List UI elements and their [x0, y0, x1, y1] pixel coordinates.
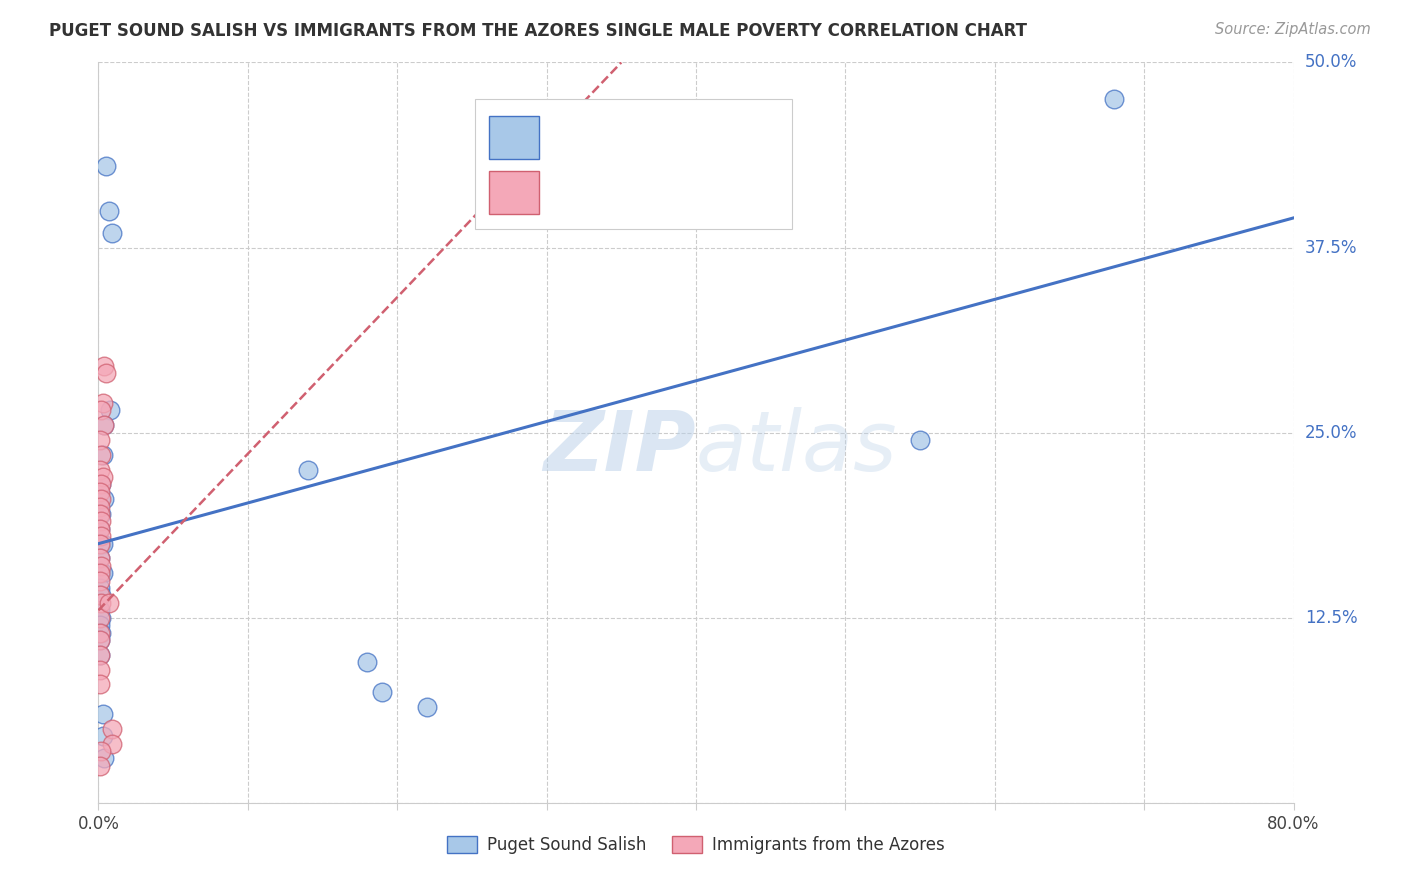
- Point: [89, 566, 111, 581]
- Text: 12.5%: 12.5%: [1305, 608, 1357, 627]
- Text: 50.0%: 50.0%: [1305, 54, 1357, 71]
- Point: [91, 706, 114, 721]
- Point: [89, 574, 111, 588]
- Point: [89, 618, 111, 632]
- Point: [90, 589, 112, 603]
- Point: [90, 403, 112, 417]
- Text: PUGET SOUND SALISH VS IMMIGRANTS FROM THE AZORES SINGLE MALE POVERTY CORRELATION: PUGET SOUND SALISH VS IMMIGRANTS FROM TH…: [49, 22, 1028, 40]
- Point: [90, 610, 112, 624]
- Point: [89, 551, 111, 566]
- Point: [93, 418, 115, 433]
- Point: [89, 625, 111, 640]
- Point: [90, 625, 112, 640]
- Point: [90, 529, 112, 543]
- Text: 25.0%: 25.0%: [1305, 424, 1357, 442]
- Point: [356, 655, 378, 669]
- Point: [93, 492, 115, 507]
- Point: [89, 581, 111, 595]
- Point: [91, 536, 114, 550]
- Point: [90, 596, 112, 610]
- Text: 37.5%: 37.5%: [1305, 238, 1357, 257]
- Point: [1104, 92, 1126, 106]
- Point: [90, 744, 112, 758]
- Point: [89, 522, 111, 536]
- Legend: Puget Sound Salish, Immigrants from the Azores: Puget Sound Salish, Immigrants from the …: [440, 830, 952, 861]
- Point: [89, 536, 111, 550]
- FancyBboxPatch shape: [489, 116, 540, 159]
- Point: [90, 448, 112, 462]
- Point: [89, 603, 111, 617]
- Point: [89, 492, 111, 507]
- Point: [91, 729, 114, 743]
- Point: [89, 500, 111, 514]
- Text: R = 0.275: R = 0.275: [553, 183, 643, 201]
- Point: [416, 699, 439, 714]
- Point: [89, 484, 111, 499]
- Point: [97, 596, 120, 610]
- Point: [93, 751, 115, 765]
- Point: [89, 632, 111, 647]
- Point: [91, 396, 114, 410]
- Point: [89, 522, 111, 536]
- Point: [89, 758, 111, 772]
- Point: [94, 159, 117, 173]
- Text: atlas: atlas: [696, 407, 897, 488]
- Text: Source: ZipAtlas.com: Source: ZipAtlas.com: [1215, 22, 1371, 37]
- Point: [101, 737, 124, 751]
- Point: [90, 566, 112, 581]
- Point: [91, 448, 114, 462]
- Text: ZIP: ZIP: [543, 407, 696, 488]
- Point: [89, 462, 111, 476]
- Point: [94, 367, 117, 381]
- Point: [89, 610, 111, 624]
- Point: [90, 492, 112, 507]
- Point: [101, 722, 124, 736]
- Point: [89, 433, 111, 447]
- Point: [97, 203, 120, 218]
- Point: [101, 226, 124, 240]
- Point: [89, 551, 111, 566]
- Point: [93, 359, 115, 373]
- Point: [90, 507, 112, 521]
- Point: [90, 558, 112, 573]
- Point: [90, 477, 112, 491]
- Point: [91, 566, 114, 581]
- Point: [89, 663, 111, 677]
- Text: N = 20: N = 20: [678, 124, 745, 142]
- Point: [89, 589, 111, 603]
- Point: [908, 433, 931, 447]
- Point: [371, 685, 394, 699]
- FancyBboxPatch shape: [475, 99, 792, 229]
- Point: [93, 418, 115, 433]
- Point: [89, 632, 111, 647]
- Point: [89, 648, 111, 662]
- FancyBboxPatch shape: [489, 171, 540, 214]
- Point: [98, 403, 122, 417]
- Point: [90, 536, 112, 550]
- Text: R = 0.348: R = 0.348: [553, 124, 643, 142]
- Point: [90, 515, 112, 529]
- Point: [90, 477, 112, 491]
- Point: [89, 677, 111, 691]
- Point: [89, 507, 111, 521]
- Text: N = 30: N = 30: [678, 183, 745, 201]
- Point: [297, 462, 319, 476]
- Point: [91, 470, 114, 484]
- Point: [89, 648, 111, 662]
